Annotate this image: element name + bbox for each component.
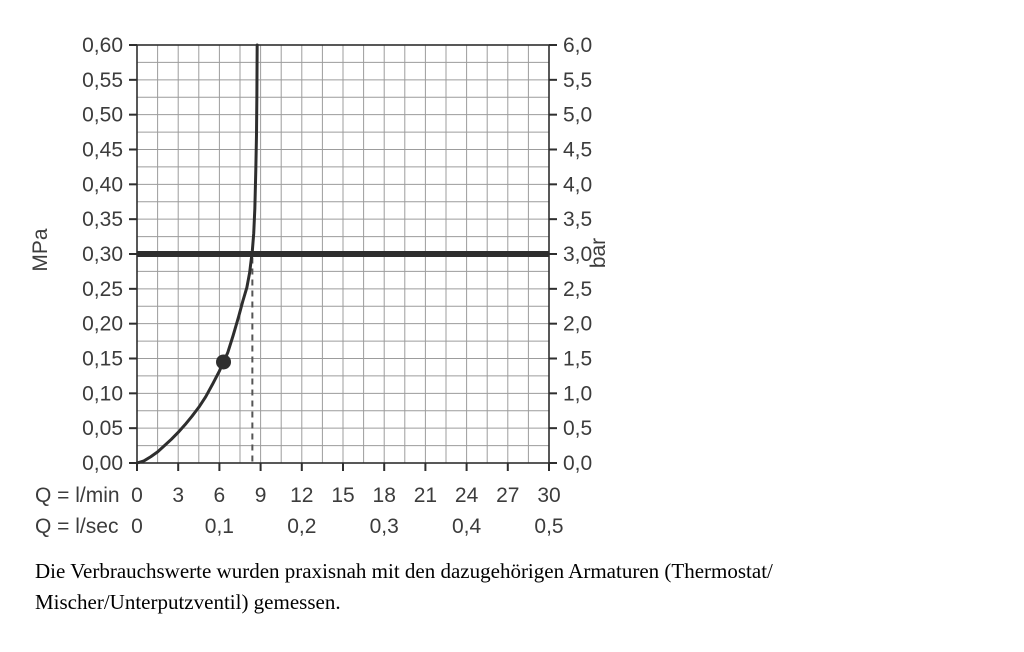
x-axis-lmin-tick-label: 15 — [331, 484, 354, 507]
right-axis-tick-label: 0,5 — [563, 417, 592, 440]
left-axis-tick-label: 0,35 — [82, 208, 123, 231]
left-axis-tick-label: 0,45 — [82, 139, 123, 162]
left-axis-tick-label: 0,30 — [82, 243, 123, 266]
y-axis-left-label: MPa — [29, 228, 52, 272]
right-axis-tick-label: 1,0 — [563, 382, 592, 405]
x-axis-lsec-tick-label: 0 — [131, 515, 143, 538]
x-axis-lmin-tick-label: 27 — [496, 484, 519, 507]
left-axis-tick-label: 0,50 — [82, 104, 123, 127]
left-axis-tick-label: 0,15 — [82, 348, 123, 371]
x-axis-lmin-tick-label: 9 — [255, 484, 267, 507]
right-axis-tick-label: 3,5 — [563, 208, 592, 231]
left-axis-tick-label: 0,25 — [82, 278, 123, 301]
right-axis-tick-label: 4,0 — [563, 173, 592, 196]
x-axis-lmin-tick-label: 3 — [172, 484, 184, 507]
x-axis-lsec-tick-label: 0,4 — [452, 515, 482, 538]
caption: Die Verbrauchswerte wurden praxisnah mit… — [35, 556, 965, 618]
x-axis-lsec-tick-label: 0,1 — [205, 515, 234, 538]
left-axis-tick-label: 0,20 — [82, 313, 123, 336]
x-axis-lsec-tick-label: 0,2 — [287, 515, 316, 538]
right-axis-tick-label: 2,0 — [563, 313, 592, 336]
x-axis-lsec-tick-label: 0,5 — [534, 515, 563, 538]
x-axis-lmin-label: Q = l/min — [35, 484, 120, 507]
y-axis-right-label: bar — [587, 238, 610, 268]
x-axis-lmin-tick-label: 12 — [290, 484, 313, 507]
left-axis-tick-label: 0,40 — [82, 173, 123, 196]
caption-line-2: Mischer/Unterputzventil) gemessen. — [35, 590, 341, 614]
left-axis-tick-label: 0,10 — [82, 382, 123, 405]
x-axis-lsec-tick-label: 0,3 — [370, 515, 399, 538]
x-axis-lmin-tick-label: 0 — [131, 484, 143, 507]
flow-pressure-chart: 0,000,050,100,150,200,250,300,350,400,45… — [29, 34, 610, 538]
right-axis-tick-label: 4,5 — [563, 139, 592, 162]
left-axis-tick-label: 0,00 — [82, 452, 123, 475]
x-axis-lmin-tick-label: 18 — [373, 484, 396, 507]
x-axis-lmin-tick-label: 21 — [414, 484, 437, 507]
right-axis-tick-label: 0,0 — [563, 452, 592, 475]
right-axis-tick-label: 1,5 — [563, 348, 592, 371]
x-axis-lmin-tick-label: 30 — [537, 484, 560, 507]
x-axis-lmin-tick-label: 24 — [455, 484, 479, 507]
right-axis-tick-label: 5,5 — [563, 69, 592, 92]
x-axis-lsec-label: Q = l/sec — [35, 515, 118, 538]
caption-line-1: Die Verbrauchswerte wurden praxisnah mit… — [35, 559, 773, 583]
curve-marker-dot — [216, 354, 232, 370]
right-axis-tick-label: 2,5 — [563, 278, 592, 301]
left-axis-tick-label: 0,05 — [82, 417, 123, 440]
right-axis-tick-label: 5,0 — [563, 104, 592, 127]
right-axis-tick-label: 3,0 — [563, 243, 592, 266]
right-axis-tick-label: 6,0 — [563, 34, 592, 57]
left-axis-tick-label: 0,55 — [82, 69, 123, 92]
left-axis-tick-label: 0,60 — [82, 34, 123, 57]
x-axis-lmin-tick-label: 6 — [214, 484, 226, 507]
